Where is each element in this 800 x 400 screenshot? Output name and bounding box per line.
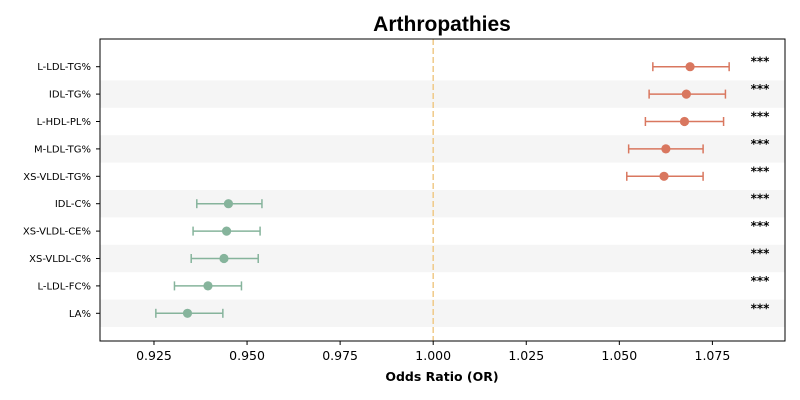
significance-label: *** <box>751 192 771 206</box>
significance-label: *** <box>751 219 771 233</box>
significance-label: *** <box>751 301 771 315</box>
y-tick-label: IDL-TG% <box>49 90 91 101</box>
significance-labels: *** *** *** *** *** *** *** *** *** *** <box>751 55 771 316</box>
significance-label: *** <box>751 55 771 69</box>
or-point <box>681 89 691 99</box>
x-tick-label: 0.950 <box>229 348 265 363</box>
y-tick-label: LA% <box>69 309 91 320</box>
x-tick-label: 0.975 <box>322 348 358 363</box>
or-point <box>659 171 669 181</box>
significance-label: *** <box>751 82 771 96</box>
x-axis: 0.925 0.950 0.975 1.000 1.025 1.050 1.075 <box>136 341 730 363</box>
plot-frame <box>99 38 786 342</box>
x-tick-label: 1.025 <box>508 348 544 363</box>
or-point <box>661 144 671 154</box>
y-tick-label: L-LDL-TG% <box>37 62 91 73</box>
or-point <box>203 281 213 291</box>
x-tick-label: 1.075 <box>695 348 731 363</box>
y-tick-label: L-HDL-PL% <box>37 117 91 128</box>
y-axis: L-LDL-TG% IDL-TG% L-HDL-PL% M-LDL-TG% XS-VLD… <box>23 62 100 320</box>
y-tick-label: XS-VLDL-CE% <box>23 227 91 238</box>
y-tick-label: XS-VLDL-TG% <box>23 172 91 183</box>
significance-label: *** <box>751 247 771 261</box>
significance-label: *** <box>751 137 771 151</box>
x-axis-label: Odds Ratio (OR) <box>385 369 498 384</box>
significance-label: *** <box>751 110 771 124</box>
or-point <box>219 253 229 264</box>
y-tick-label: XS-VLDL-C% <box>29 254 91 265</box>
or-point <box>223 199 234 209</box>
y-tick-label: IDL-C% <box>55 199 91 210</box>
significance-label: *** <box>751 164 771 178</box>
or-point <box>221 226 232 236</box>
chart-title: Arthropathies <box>373 13 511 36</box>
or-points <box>182 62 695 318</box>
x-tick-label: 1.050 <box>601 348 637 363</box>
or-point <box>679 116 690 127</box>
x-tick-label: 1.000 <box>415 348 451 363</box>
y-tick-label: M-LDL-TG% <box>34 144 91 155</box>
or-point <box>182 308 193 318</box>
y-tick-label: L-LDL-FC% <box>37 281 91 292</box>
x-tick-label: 0.925 <box>136 348 172 363</box>
significance-label: *** <box>751 274 771 288</box>
or-point <box>685 62 695 72</box>
